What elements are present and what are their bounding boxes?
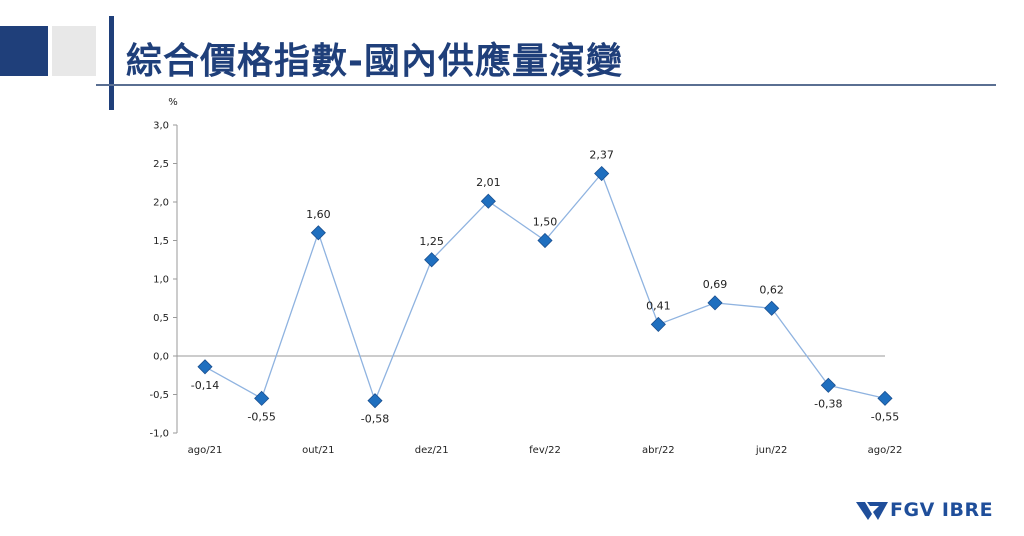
y-tick-label: 2,0 bbox=[153, 198, 169, 209]
y-unit-label: % bbox=[168, 97, 178, 108]
x-tick-label: dez/21 bbox=[415, 445, 449, 456]
data-label: -0,55 bbox=[871, 410, 899, 423]
data-point-marker bbox=[197, 359, 213, 375]
data-label: -0,14 bbox=[191, 379, 219, 392]
x-tick-label: abr/22 bbox=[642, 445, 675, 456]
data-point-marker bbox=[650, 316, 666, 332]
data-point-marker bbox=[877, 390, 893, 406]
data-point-marker bbox=[310, 225, 326, 241]
data-label: -0,55 bbox=[247, 410, 275, 423]
x-tick-label: fev/22 bbox=[529, 445, 561, 456]
data-label: 1,60 bbox=[306, 208, 331, 221]
y-tick-label: -0,5 bbox=[149, 390, 169, 401]
data-point-marker bbox=[367, 393, 383, 409]
data-label: 0,62 bbox=[759, 283, 784, 296]
data-point-marker bbox=[594, 165, 610, 182]
y-tick-label: 2,5 bbox=[153, 159, 169, 170]
x-tick-label: out/21 bbox=[302, 445, 334, 456]
y-tick-label: 0,5 bbox=[153, 313, 169, 324]
y-tick-label: 0,0 bbox=[153, 352, 169, 363]
y-tick-label: -1,0 bbox=[149, 429, 169, 440]
logo-text: FGV IBRE bbox=[890, 499, 994, 521]
data-point-marker bbox=[537, 232, 553, 249]
data-label: 2,37 bbox=[589, 149, 614, 162]
fgv-ibre-logo: FGV IBRE bbox=[856, 498, 1006, 524]
data-point-marker bbox=[820, 377, 836, 393]
y-tick-label: 3,0 bbox=[153, 121, 169, 132]
data-point-marker bbox=[707, 295, 723, 311]
data-label: 1,25 bbox=[419, 235, 444, 248]
x-tick-label: ago/22 bbox=[868, 445, 903, 456]
data-label: 1,50 bbox=[533, 216, 558, 229]
fgv-logo-icon bbox=[856, 502, 888, 520]
data-point-marker bbox=[254, 390, 270, 406]
data-label: -0,58 bbox=[361, 413, 389, 426]
data-label: 0,69 bbox=[703, 278, 728, 291]
header-vertical-bar bbox=[109, 16, 114, 110]
slide-title: 綜合價格指數-國內供應量演變 bbox=[126, 41, 623, 82]
header-accent-block-dark bbox=[0, 26, 48, 76]
data-point-marker bbox=[764, 300, 780, 316]
data-label: 2,01 bbox=[476, 176, 501, 189]
y-tick-label: 1,0 bbox=[153, 275, 169, 286]
x-tick-label: ago/21 bbox=[188, 445, 223, 456]
x-tick-label: jun/22 bbox=[755, 445, 788, 456]
data-label: 0,41 bbox=[646, 299, 671, 312]
header-divider bbox=[96, 84, 996, 86]
header-accent-block-light bbox=[52, 26, 96, 76]
slide-header: 綜合價格指數-國內供應量演變 bbox=[0, 0, 1024, 110]
data-point-marker bbox=[424, 252, 440, 268]
y-tick-label: 1,5 bbox=[153, 236, 169, 247]
data-label: -0,38 bbox=[814, 397, 842, 410]
data-point-marker bbox=[480, 193, 496, 209]
